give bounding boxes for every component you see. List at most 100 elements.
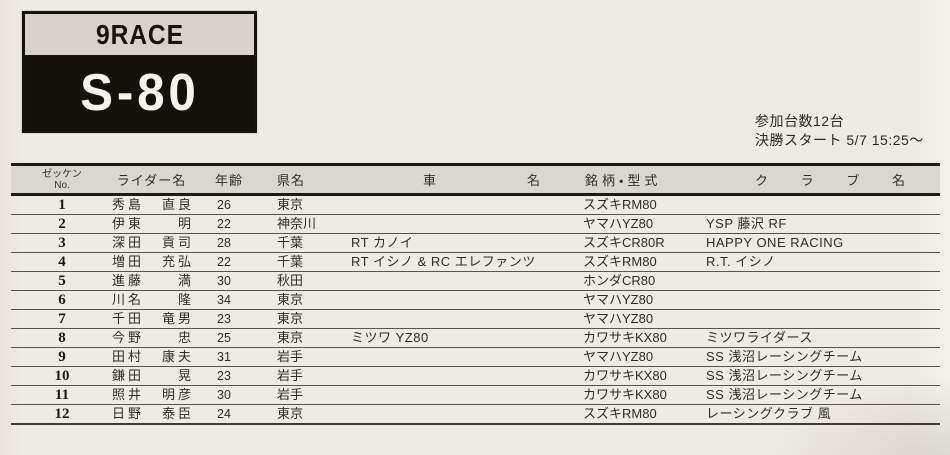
machine-name [351, 367, 579, 385]
entry-row: 6 川名 隆 34 東京 ヤマハYZ80 [11, 291, 940, 310]
rider-given-name: 泰臣 [161, 406, 194, 421]
rider-given-name: 康夫 [161, 349, 194, 364]
zekken-number: 3 [58, 235, 66, 251]
club-name: YSP 藤沢 RF [706, 216, 787, 231]
zekken-number: 10 [54, 368, 70, 384]
machine-name: RT カノイ [351, 235, 414, 250]
rider-family-name: 田村 [112, 349, 145, 364]
rider-name: 川名 隆 [112, 291, 191, 309]
zekken-number: 6 [58, 292, 66, 308]
rider-name: 進藤 満 [112, 272, 191, 290]
race-number-band: 9RACE [25, 14, 254, 55]
club-name: HAPPY ONE RACING [706, 235, 844, 250]
rider-age: 23 [217, 369, 231, 383]
rider-name: 秀島 直良 [112, 196, 191, 214]
rider-family-name: 秀島 [112, 197, 145, 212]
brand-model: カワサキKX80 [583, 330, 667, 345]
rider-age: 30 [217, 388, 231, 402]
col-header-zekken-line2: No. [54, 179, 70, 191]
entry-row: 2 伊東 明 22 神奈川 ヤマハYZ80 YSP 藤沢 RF [11, 215, 940, 234]
zekken-number: 9 [58, 349, 66, 365]
entry-row: 12 日野 泰臣 24 東京 スズキRM80 レーシングクラブ 風 [11, 405, 940, 425]
machine-name [351, 272, 579, 290]
zekken-number: 11 [54, 387, 70, 403]
rider-prefecture: 千葉 [277, 235, 304, 250]
rider-family-name: 千田 [112, 311, 145, 326]
rider-age: 24 [217, 407, 231, 421]
rider-prefecture: 東京 [277, 197, 304, 212]
final-start-label: 決勝スタート 5/7 15:25～ [755, 132, 924, 148]
rider-name: 千田 竜男 [112, 310, 191, 328]
brand-model: ヤマハYZ80 [583, 311, 654, 326]
club-name [706, 291, 938, 309]
zekken-number: 12 [54, 406, 70, 422]
brand-model: ヤマハYZ80 [583, 349, 654, 364]
race-class-box: 9RACE S-80 [22, 11, 257, 133]
rider-family-name: 照井 [112, 387, 145, 402]
club-name: SS 浅沼レーシングチーム [706, 387, 863, 402]
rider-age: 30 [217, 274, 231, 288]
col-header-age: 年齢 [215, 173, 244, 188]
rider-prefecture: 東京 [277, 311, 304, 326]
zekken-number: 7 [58, 311, 66, 327]
rider-prefecture: 岩手 [277, 387, 304, 402]
entry-row: 8 今野 忠 25 東京 ミツワ YZ80 カワサキKX80 ミツワライダース [11, 329, 940, 348]
rider-name: 田村 康夫 [112, 348, 191, 366]
machine-name [351, 310, 579, 328]
rider-age: 34 [217, 293, 231, 307]
brand-model: スズキCR80R [583, 235, 665, 250]
club-name [706, 272, 938, 290]
rider-prefecture: 東京 [277, 292, 304, 307]
col-header-club-char4: 名 [891, 173, 905, 188]
entry-row: 5 進藤 満 30 秋田 ホンダCR80 [11, 272, 940, 291]
rider-family-name: 川名 [112, 292, 145, 307]
rider-age: 31 [217, 350, 231, 364]
rider-age: 25 [217, 331, 231, 345]
club-name: SS 浅沼レーシングチーム [706, 368, 863, 383]
rider-given-name: 竜男 [161, 311, 194, 326]
col-header-prefecture: 県名 [277, 173, 306, 188]
rider-given-name: 貢司 [161, 235, 194, 250]
entry-table-header: ゼッケン No. ライダー名 年齢 県名 車 名 銘柄・型式 ク ラ ブ 名 [11, 163, 940, 196]
zekken-number: 8 [58, 330, 66, 346]
rider-given-name: 晃 [177, 368, 194, 383]
entry-count-label: 参加台数12台 [755, 113, 845, 129]
brand-model: カワサキKX80 [583, 387, 667, 402]
club-name [706, 196, 938, 214]
rider-family-name: 進藤 [112, 273, 145, 288]
entry-row: 7 千田 竜男 23 東京 ヤマハYZ80 [11, 310, 940, 329]
zekken-number: 2 [58, 216, 66, 232]
entry-row: 4 増田 充弘 22 千葉 RT イシノ & RC エレファンツ スズキRM80… [11, 253, 940, 272]
machine-name [351, 215, 579, 233]
col-header-zekken-no: ゼッケン No. [39, 166, 85, 193]
rider-family-name: 伊東 [112, 216, 145, 231]
rider-given-name: 直良 [161, 197, 194, 212]
club-name: R.T. イシノ [706, 254, 776, 269]
brand-model: スズキRM80 [583, 197, 657, 212]
rider-age: 22 [217, 217, 231, 231]
rider-prefecture: 岩手 [277, 368, 304, 383]
machine-name [351, 405, 579, 423]
rider-name: 日野 泰臣 [112, 405, 191, 423]
col-header-machine-char1: 車 [423, 173, 437, 188]
machine-name [351, 291, 579, 309]
race-number-label: 9RACE [95, 18, 184, 50]
rider-age: 23 [217, 312, 231, 326]
entry-row: 10 鎌田 晃 23 岩手 カワサキKX80 SS 浅沼レーシングチーム [11, 367, 940, 386]
brand-model: ホンダCR80 [583, 273, 656, 288]
rider-given-name: 満 [177, 273, 194, 288]
rider-family-name: 深田 [112, 235, 145, 250]
rider-given-name: 明彦 [161, 387, 194, 402]
entry-row: 1 秀島 直良 26 東京 スズキRM80 [11, 196, 940, 215]
rider-given-name: 明 [177, 216, 194, 231]
rider-family-name: 増田 [112, 254, 145, 269]
brand-model: カワサキKX80 [583, 368, 667, 383]
rider-prefecture: 秋田 [277, 273, 304, 288]
zekken-number: 1 [58, 197, 66, 213]
col-header-club-char2: ラ [800, 173, 814, 188]
rider-name: 鎌田 晃 [112, 367, 191, 385]
rider-family-name: 鎌田 [112, 368, 145, 383]
rider-name: 照井 明彦 [112, 386, 191, 404]
rider-name: 深田 貢司 [112, 234, 191, 252]
